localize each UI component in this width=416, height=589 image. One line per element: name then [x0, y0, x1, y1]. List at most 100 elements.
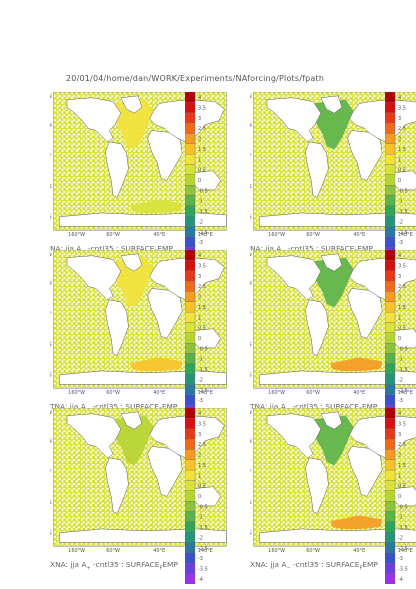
colorbar-tick-label: -2.5	[198, 546, 208, 552]
caption-prefix: TNA: jja A	[50, 402, 86, 411]
colorbar-tick-label: 2.5	[398, 126, 406, 132]
colorbar-tick-label: 1.5	[198, 305, 206, 311]
lat-tick-label: 40°N	[50, 281, 52, 287]
lat-tick-label: 0°	[50, 311, 52, 317]
colorbar-tick-label: 3	[398, 116, 401, 122]
colorbar-tick-label: 3.5	[198, 422, 206, 428]
colorbar-tick-label: 1	[398, 315, 401, 321]
caption-prefix: NA: jja A	[250, 244, 282, 253]
lat-tick-label: 0°	[50, 153, 52, 159]
lat-tick-label: 0°	[250, 153, 252, 159]
colorbar-swatch	[185, 122, 196, 134]
colorbar-tick-label: 1.5	[398, 305, 406, 311]
colorbar-swatch	[385, 92, 396, 103]
lon-tick-label: 160°W	[68, 548, 85, 552]
lat-tick-label: 40°N	[50, 439, 52, 445]
land-mass	[305, 457, 329, 514]
colorbar: 43.532.521.510.50-0.5-1-1.5-2-2.5-3-3.5-…	[385, 250, 408, 426]
colorbar-tick-label: 4	[198, 95, 201, 101]
caption-variable: EMP	[161, 402, 178, 411]
colorbar-tick-label: -3	[198, 556, 203, 562]
colorbar-swatch	[385, 353, 396, 365]
colorbar-swatch	[185, 174, 196, 186]
colorbar-tick-label: -3	[398, 556, 403, 562]
colorbar-swatch	[185, 164, 196, 175]
colorbar-tick-label: 3.5	[198, 264, 206, 270]
lat-tick-label: 80°S	[250, 373, 252, 379]
colorbar-swatch	[185, 112, 196, 124]
land-mass	[266, 97, 322, 143]
colorbar-tick-label: 0	[198, 494, 201, 500]
colorbar-tick-label: -3	[398, 398, 403, 404]
colorbar-tick-label: -0.5	[398, 346, 408, 352]
file-path-header: 20/01/04/home/dan/WORK/Experiments/NAfor…	[66, 74, 325, 83]
colorbar-swatch	[385, 322, 396, 333]
colorbar-tick-label: -1.5	[198, 209, 208, 215]
colorbar-swatch	[185, 438, 196, 450]
map-panel-4: 80°N 40°N 0° 40°S 80°S 160°W 60°W 40°E 140°E	[50, 408, 230, 552]
colorbar-swatch	[185, 205, 196, 217]
colorbar-swatch	[185, 449, 196, 460]
colorbar-tick-label: 2.5	[198, 284, 206, 290]
lat-tick-label: 40°S	[50, 184, 52, 190]
colorbar-tick-label: -3.5	[198, 566, 208, 572]
colorbar-tick-label: -1	[198, 199, 203, 205]
colorbar-swatch	[185, 428, 196, 440]
caption-suffix: -cntl35 : SURFACE	[290, 560, 360, 569]
anomaly-region	[111, 99, 154, 150]
lat-tick-label: 40°N	[250, 123, 252, 129]
colorbar-swatch	[385, 301, 396, 313]
anomaly-region	[330, 357, 383, 371]
land-mass	[320, 95, 343, 114]
colorbar-tick-label: 3	[398, 274, 401, 280]
lon-tick-label: 40°E	[153, 548, 165, 552]
colorbar-swatch	[385, 418, 396, 429]
colorbar-tick-label: 2.5	[398, 442, 406, 448]
colorbar-swatch	[385, 459, 396, 471]
colorbar-swatch	[185, 490, 196, 502]
colorbar-swatch	[185, 92, 196, 103]
caption-subscript: F	[359, 565, 363, 572]
colorbar-swatch	[185, 394, 196, 406]
colorbar-swatch	[185, 133, 196, 144]
colorbar-tick-label: 1.5	[398, 147, 406, 153]
colorbar-swatch	[185, 469, 196, 481]
anomaly-region	[311, 257, 354, 308]
lat-tick-label: 40°S	[50, 342, 52, 348]
colorbar-swatch	[185, 226, 196, 238]
colorbar-tick-label: 4	[198, 411, 201, 417]
caption-prefix: TNA: jja A	[250, 402, 286, 411]
land-mass	[66, 255, 122, 301]
colorbar-swatch	[385, 122, 396, 134]
land-mass	[347, 130, 383, 181]
colorbar-tick-label: -2	[398, 535, 403, 541]
land-mass	[349, 257, 416, 301]
land-mass	[147, 130, 183, 181]
colorbar-swatch	[185, 521, 196, 533]
colorbar-tick-label: -1	[398, 515, 403, 521]
colorbar-swatch	[385, 449, 396, 460]
colorbar-tick-label: 3.5	[398, 264, 406, 270]
colorbar-swatch	[385, 363, 396, 375]
caption-sign: −	[286, 565, 291, 572]
colorbar-tick-label: 1.5	[398, 463, 406, 469]
colorbar-swatch	[385, 133, 396, 144]
lat-tick-label: 40°S	[250, 184, 252, 190]
land-mass	[347, 446, 383, 497]
colorbar-tick-label: -2.5	[398, 230, 408, 236]
colorbar-swatch	[185, 532, 196, 543]
caption-suffix: -cntl35 : SURFACE	[290, 402, 359, 411]
colorbar-tick-label: -1.5	[398, 367, 408, 373]
colorbar-swatch	[385, 250, 396, 261]
colorbar-swatch	[185, 153, 196, 165]
colorbar-tick-label: -3	[398, 240, 403, 246]
land-mass	[105, 299, 129, 356]
lat-tick-label: 80°N	[250, 94, 252, 100]
colorbar-swatch	[385, 226, 396, 238]
colorbar-tick-label: 3	[198, 274, 201, 280]
colorbar-tick-label: -0.5	[198, 188, 208, 194]
lon-tick-label: 140°E	[398, 390, 413, 394]
colorbar-swatch	[385, 112, 396, 124]
lat-tick-label: 40°S	[50, 500, 52, 506]
lat-tick-label: 40°S	[250, 500, 252, 506]
